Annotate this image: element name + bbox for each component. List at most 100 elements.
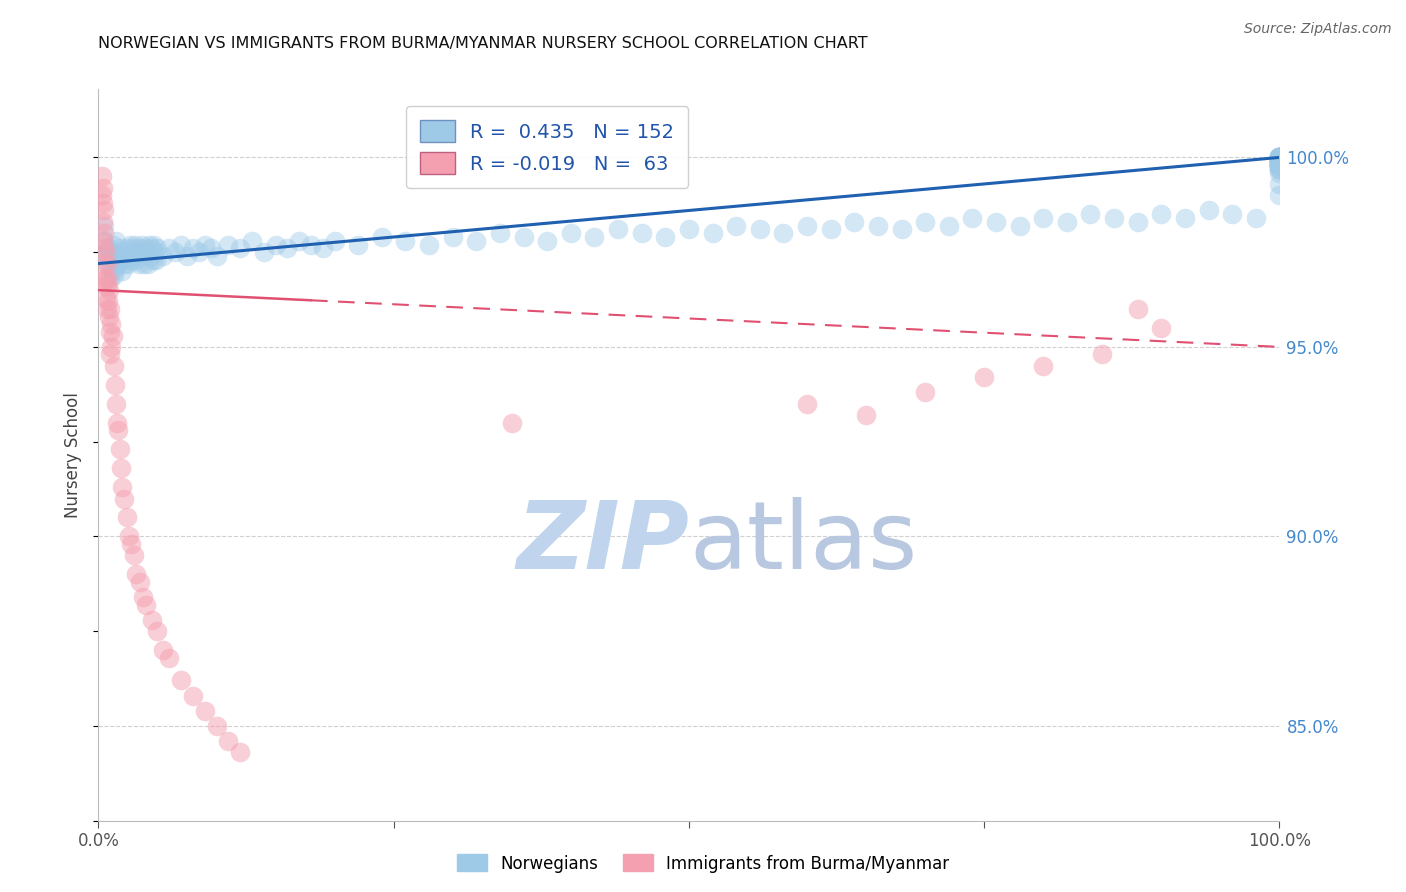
Point (1268, 154, 1291, 169)
Point (96, 245, 118, 260)
Point (128, 256, 150, 270)
Point (1268, 158, 1291, 172)
Point (132, 590, 155, 604)
Point (98, 271, 121, 285)
Point (145, 252, 167, 267)
Point (91, 169, 114, 184)
Point (101, 264, 124, 278)
Point (93, 234, 115, 248)
Point (1268, 158, 1291, 172)
Point (205, 719, 228, 733)
Point (93, 249, 115, 263)
Point (110, 461, 132, 475)
Point (181, 689, 204, 703)
Point (441, 230, 464, 244)
Point (312, 241, 335, 255)
Point (118, 529, 141, 543)
Point (121, 241, 143, 255)
Point (143, 245, 166, 260)
Point (128, 574, 150, 589)
Point (121, 537, 143, 551)
Y-axis label: Nursery School: Nursery School (65, 392, 83, 518)
Point (132, 245, 155, 260)
Point (105, 249, 128, 263)
Point (866, 219, 889, 233)
Point (1268, 154, 1291, 169)
Point (1091, 347, 1114, 361)
Point (371, 230, 394, 244)
Point (135, 241, 157, 255)
Point (418, 237, 440, 252)
Point (1244, 211, 1267, 225)
Point (1268, 154, 1291, 169)
Point (1268, 158, 1291, 172)
Point (93, 241, 115, 255)
Point (125, 252, 148, 267)
Point (1268, 177, 1291, 191)
Point (91, 234, 114, 248)
Point (630, 226, 652, 240)
Point (115, 241, 138, 255)
Point (253, 245, 276, 260)
Point (394, 234, 416, 248)
Point (170, 237, 193, 252)
Point (98, 310, 121, 324)
Point (914, 215, 936, 229)
Point (100, 260, 122, 275)
Point (725, 219, 748, 233)
Point (96, 301, 118, 316)
Point (820, 222, 842, 236)
Point (288, 234, 311, 248)
Point (98, 325, 121, 339)
Point (1150, 321, 1173, 335)
Point (91, 180, 114, 194)
Text: Source: ZipAtlas.com: Source: ZipAtlas.com (1244, 22, 1392, 37)
Point (91, 215, 114, 229)
Point (101, 328, 124, 343)
Point (1268, 161, 1291, 176)
Point (104, 377, 127, 392)
Point (91, 188, 114, 202)
Point (890, 222, 912, 236)
Point (124, 237, 146, 252)
Point (1268, 150, 1291, 164)
Point (187, 245, 209, 260)
Point (93, 203, 115, 218)
Point (93, 256, 115, 270)
Point (105, 260, 128, 275)
Point (1126, 215, 1149, 229)
Point (112, 256, 135, 270)
Point (1268, 188, 1291, 202)
Point (323, 234, 346, 248)
Point (1268, 158, 1291, 172)
Point (93, 271, 115, 285)
Point (1268, 158, 1291, 172)
Point (536, 234, 558, 248)
Point (122, 549, 145, 563)
Point (152, 643, 174, 657)
Point (1174, 211, 1197, 225)
Point (347, 237, 370, 252)
Point (914, 385, 936, 400)
Point (1268, 150, 1291, 164)
Point (1268, 150, 1291, 164)
Point (654, 230, 676, 244)
Point (98, 347, 121, 361)
Legend: Norwegians, Immigrants from Burma/Myanmar: Norwegians, Immigrants from Burma/Myanma… (450, 847, 956, 880)
Point (1268, 150, 1291, 164)
Point (141, 241, 163, 255)
Point (157, 650, 180, 665)
Point (1126, 301, 1149, 316)
Point (117, 256, 139, 270)
Point (194, 237, 217, 252)
Point (146, 241, 169, 255)
Point (98, 283, 121, 297)
Point (91, 195, 114, 210)
Point (1268, 158, 1291, 172)
Point (1268, 161, 1291, 176)
Point (100, 245, 122, 260)
Point (1198, 203, 1220, 218)
Point (129, 249, 152, 263)
Point (240, 234, 263, 248)
Point (103, 268, 125, 282)
